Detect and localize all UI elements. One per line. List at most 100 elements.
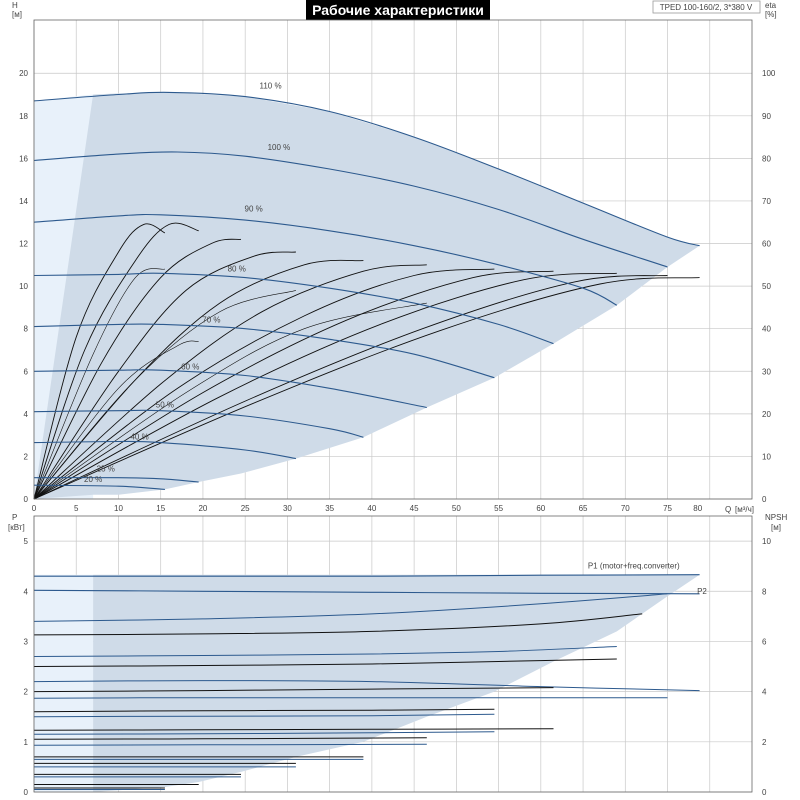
eta-curve <box>33 264 427 500</box>
power-series-line <box>33 574 700 577</box>
power-y-tick-label: 5 <box>24 537 29 546</box>
eta-curve <box>33 302 427 500</box>
head-x-tick-label: 65 <box>579 504 588 513</box>
power-curve <box>33 708 495 713</box>
head-x-tick-label: 70 <box>621 504 630 513</box>
low-flow-region-bottom <box>34 574 94 792</box>
power-curve <box>33 743 427 746</box>
npsh-axis-unit: [м] <box>771 523 781 532</box>
head-x-tick-label: 10 <box>114 504 123 513</box>
head-y-tick-label: 4 <box>24 410 29 419</box>
head-y2-tick-label: 30 <box>762 367 771 376</box>
power-frame <box>33 515 753 793</box>
speed-label: 50 % <box>156 401 174 410</box>
head-x-tick-label: 35 <box>325 504 334 513</box>
y2-axis-unit: [%] <box>765 10 777 19</box>
head-y2-tick-label: 40 <box>762 325 771 334</box>
p1-label: P1 (motor+freq.converter) <box>588 562 680 571</box>
head-x-tick-label: 30 <box>283 504 292 513</box>
power-curve <box>33 713 495 718</box>
head-y2-tick-label: 60 <box>762 240 771 249</box>
p-axis-label: P <box>12 513 17 522</box>
head-x-tick-label: 45 <box>410 504 419 513</box>
head-curve <box>33 323 495 379</box>
head-x-tick-label: 5 <box>74 504 79 513</box>
eta-curve <box>33 277 700 500</box>
speed-label: 25 % <box>97 464 115 473</box>
eta-curve <box>33 251 296 500</box>
power-curve <box>33 680 700 692</box>
head-y2-tick-label: 80 <box>762 154 771 163</box>
npsh-axis-label: NPSH <box>765 513 787 522</box>
power-curve <box>33 731 495 735</box>
head-y-tick-label: 12 <box>19 240 28 249</box>
y-axis-unit: [м] <box>12 10 22 19</box>
head-y2-tick-label: 100 <box>762 69 776 78</box>
head-y2-tick-label: 10 <box>762 452 771 461</box>
x-axis-unit: [м³/ч] <box>735 505 754 514</box>
head-y-tick-label: 0 <box>24 495 29 504</box>
power-y2-tick-label: 8 <box>762 587 767 596</box>
head-curve <box>33 369 427 409</box>
speed-label: 100 % <box>268 143 291 152</box>
power-curve <box>33 697 668 699</box>
speed-label: 20 % <box>84 475 102 484</box>
power-y2-tick-label: 4 <box>762 688 767 697</box>
power-y2-tick-label: 6 <box>762 637 767 646</box>
head-y-tick-label: 2 <box>24 452 29 461</box>
head-y-tick-label: 8 <box>24 325 29 334</box>
head-y-tick-label: 20 <box>19 69 28 78</box>
y2-axis-label: eta <box>765 1 777 10</box>
speed-label: 80 % <box>228 264 246 273</box>
head-curve <box>33 484 165 490</box>
power-curve <box>33 737 427 740</box>
power-curve <box>33 646 617 657</box>
head-frame <box>33 19 753 500</box>
head-x-tick-label: 55 <box>494 504 503 513</box>
speed-label: 60 % <box>181 362 199 371</box>
head-x-tick-label: 25 <box>241 504 250 513</box>
power-curve <box>33 687 554 693</box>
y-axis-label: H <box>12 1 18 10</box>
head-x-tick-label: 20 <box>198 504 207 513</box>
head-x-tick-label: 0 <box>32 504 37 513</box>
speed-label: 90 % <box>245 205 263 214</box>
head-curve <box>33 409 364 438</box>
power-y-tick-label: 4 <box>24 587 29 596</box>
head-curve <box>33 272 554 345</box>
head-y2-tick-label: 0 <box>762 495 767 504</box>
head-y2-tick-label: 70 <box>762 197 771 206</box>
head-y2-tick-label: 50 <box>762 282 771 291</box>
p2-label: P2 <box>697 587 707 596</box>
subtitle-box <box>652 0 761 14</box>
power-y-tick-label: 2 <box>24 688 29 697</box>
head-y2-tick-label: 90 <box>762 112 771 121</box>
head-curve <box>33 477 199 483</box>
power-y-tick-label: 0 <box>24 788 29 797</box>
eta-curve <box>33 340 199 500</box>
head-y-tick-label: 16 <box>19 154 28 163</box>
head-y-tick-label: 6 <box>24 367 29 376</box>
eta-curve <box>33 268 165 500</box>
head-curve <box>33 151 668 268</box>
chart-title: Рабочие характеристики <box>312 2 484 18</box>
head-x-tick-label: 40 <box>367 504 376 513</box>
head-x-tick-label: 15 <box>156 504 165 513</box>
head-x-tick-label: 80 <box>693 504 702 513</box>
power-curve <box>33 728 554 731</box>
power-series-line <box>33 589 700 595</box>
head-y-tick-label: 14 <box>19 197 28 206</box>
eta-curve <box>33 290 296 500</box>
power-operating-area <box>93 574 700 792</box>
eta-curve <box>33 222 199 500</box>
power-curve <box>33 613 643 636</box>
power-curve <box>33 593 668 622</box>
head-y-tick-label: 18 <box>19 112 28 121</box>
eta-curve <box>33 270 554 500</box>
power-y2-tick-label: 2 <box>762 738 767 747</box>
power-y-tick-label: 3 <box>24 637 29 646</box>
speed-label: 70 % <box>202 315 220 324</box>
head-curve <box>33 91 700 247</box>
power-y2-tick-label: 0 <box>762 788 767 797</box>
head-x-tick-label: 50 <box>452 504 461 513</box>
